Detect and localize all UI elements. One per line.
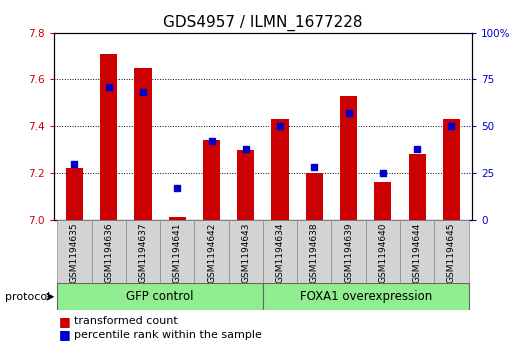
- Bar: [435, 220, 468, 283]
- Bar: [443, 119, 460, 220]
- Bar: [263, 220, 297, 283]
- Bar: [66, 168, 83, 220]
- Text: percentile rank within the sample: percentile rank within the sample: [74, 330, 262, 340]
- Text: transformed count: transformed count: [74, 316, 178, 326]
- Text: GSM1194637: GSM1194637: [139, 223, 147, 284]
- Bar: [297, 220, 331, 283]
- Point: [207, 138, 215, 144]
- Text: GSM1194643: GSM1194643: [241, 223, 250, 283]
- Bar: [340, 96, 357, 220]
- Point: [139, 90, 147, 95]
- Bar: [126, 220, 160, 283]
- Text: GSM1194644: GSM1194644: [412, 223, 422, 283]
- Bar: [203, 140, 220, 220]
- Bar: [134, 68, 151, 220]
- Text: GFP control: GFP control: [126, 290, 194, 303]
- Text: GSM1194635: GSM1194635: [70, 223, 79, 284]
- Text: protocol: protocol: [5, 292, 50, 302]
- Bar: [366, 220, 400, 283]
- Bar: [306, 173, 323, 220]
- Text: ■: ■: [59, 328, 71, 341]
- Point: [70, 160, 78, 166]
- Bar: [91, 220, 126, 283]
- Point: [345, 110, 353, 116]
- Point: [413, 146, 421, 151]
- Bar: [331, 220, 366, 283]
- Bar: [237, 150, 254, 220]
- Bar: [57, 283, 263, 310]
- Bar: [400, 220, 435, 283]
- Text: GSM1194645: GSM1194645: [447, 223, 456, 283]
- Point: [276, 123, 284, 129]
- Text: GSM1194639: GSM1194639: [344, 223, 353, 284]
- Bar: [263, 283, 468, 310]
- Text: ■: ■: [59, 315, 71, 328]
- Bar: [271, 119, 289, 220]
- Text: FOXA1 overexpression: FOXA1 overexpression: [300, 290, 432, 303]
- Bar: [100, 54, 117, 220]
- Text: GSM1194641: GSM1194641: [173, 223, 182, 283]
- Bar: [57, 220, 91, 283]
- Point: [310, 164, 319, 170]
- Bar: [169, 217, 186, 220]
- Title: GDS4957 / ILMN_1677228: GDS4957 / ILMN_1677228: [163, 15, 363, 31]
- Text: GSM1194638: GSM1194638: [310, 223, 319, 284]
- Point: [173, 185, 181, 191]
- Point: [242, 146, 250, 151]
- Bar: [194, 220, 229, 283]
- Point: [379, 170, 387, 176]
- Text: GSM1194636: GSM1194636: [104, 223, 113, 284]
- Text: GSM1194634: GSM1194634: [275, 223, 285, 283]
- Bar: [374, 182, 391, 220]
- Text: GSM1194642: GSM1194642: [207, 223, 216, 283]
- Bar: [408, 154, 426, 220]
- Bar: [160, 220, 194, 283]
- Bar: [229, 220, 263, 283]
- Point: [105, 84, 113, 90]
- Text: GSM1194640: GSM1194640: [379, 223, 387, 283]
- Point: [447, 123, 456, 129]
